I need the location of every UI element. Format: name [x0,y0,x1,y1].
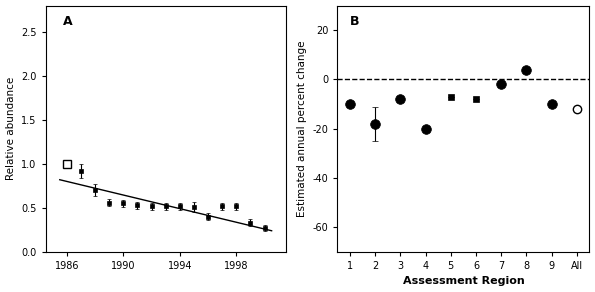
X-axis label: Assessment Region: Assessment Region [402,277,524,286]
Y-axis label: Relative abundance: Relative abundance [5,77,15,180]
Text: B: B [350,15,359,28]
Y-axis label: Estimated annual percent change: Estimated annual percent change [297,41,307,217]
Text: A: A [62,15,72,28]
